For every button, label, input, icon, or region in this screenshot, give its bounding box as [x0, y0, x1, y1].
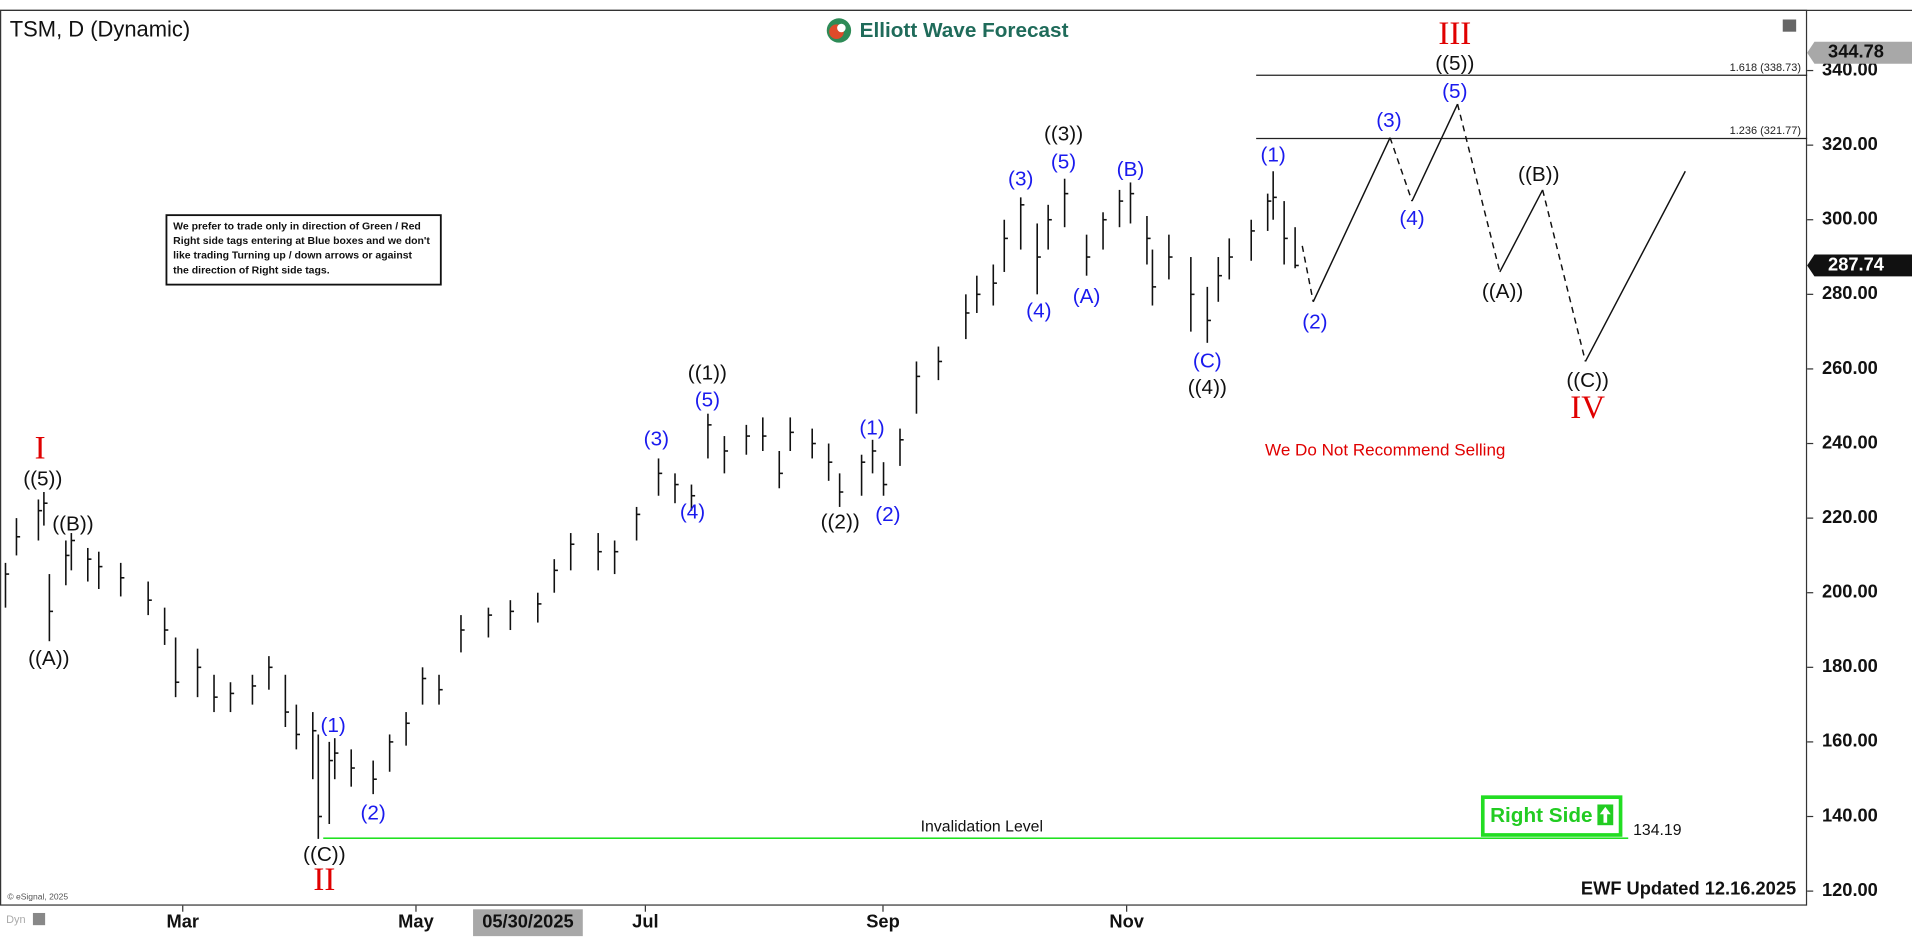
wave-degree: I: [35, 431, 46, 467]
fib-label: 1.618 (338.73): [1730, 62, 1801, 74]
wave-label: ((2)): [821, 510, 860, 533]
wave-label: (1): [320, 714, 345, 737]
right-side-text: Right Side: [1490, 804, 1592, 827]
projection-path: [1389, 137, 1413, 202]
invalidation-value: 134.19: [1633, 822, 1682, 839]
mode-icon[interactable]: [32, 912, 46, 926]
projection-path: [1301, 245, 1314, 302]
y-tick-label: 140.00: [1822, 804, 1878, 825]
brand-logo: Elliott Wave Forecast: [826, 18, 1069, 43]
high-price-tag: 344.78: [1828, 41, 1884, 62]
wave-label: (4): [1399, 207, 1424, 230]
wave-degree: IV: [1570, 390, 1605, 426]
wave-label: ((C)): [303, 843, 346, 866]
wave-label: (3): [1376, 109, 1401, 132]
wave-label: (2): [361, 802, 386, 825]
wave-label: (1): [859, 416, 884, 439]
wave-label: (2): [1302, 311, 1327, 334]
wave-label: (4): [680, 501, 705, 524]
high-price-tag-box: [1807, 41, 1912, 64]
note-frame: [165, 214, 442, 286]
wave-label: ((4)): [1188, 376, 1227, 399]
wave-label: (B): [1117, 158, 1145, 181]
wave-label: ((B)): [52, 513, 93, 536]
wave-label: (3): [1008, 168, 1033, 191]
wave-degree: III: [1438, 16, 1471, 52]
arrow-up: [1599, 806, 1611, 823]
wave-label: ((3)): [1044, 123, 1083, 146]
y-tick-label: 200.00: [1822, 581, 1878, 602]
x-tick-label: Sep: [866, 911, 900, 932]
last-price-tag: 287.74: [1828, 253, 1885, 274]
last-price-tag-box: [1807, 254, 1912, 277]
y-tick-label: 160.00: [1822, 730, 1878, 751]
projection-path: [1411, 103, 1459, 202]
x-tick-label: Jul: [632, 911, 658, 932]
x-tick-label: May: [398, 911, 434, 932]
projection-path: [1499, 189, 1544, 273]
projection-path: [1541, 189, 1587, 362]
y-tick-label: 120.00: [1822, 879, 1878, 900]
wave-label: ((A)): [28, 647, 69, 670]
wave-label: ((1)): [688, 362, 727, 385]
cursor-date-box: [473, 909, 583, 937]
wave-label: ((5)): [23, 468, 62, 491]
brand-name: Elliott Wave Forecast: [860, 19, 1069, 42]
window-icon[interactable]: [1782, 19, 1797, 32]
wave-label: (5): [695, 388, 720, 411]
wave-label: (2): [875, 503, 900, 526]
mode-label: Dyn: [6, 914, 26, 926]
note-box: We prefer to trade only in direction of …: [165, 214, 442, 286]
wave-degree: II: [313, 862, 335, 898]
y-tick-label: 260.00: [1822, 357, 1878, 378]
y-tick-label: 180.00: [1822, 655, 1878, 676]
note-line: the direction of Right side tags.: [173, 265, 330, 276]
wave-label: (A): [1073, 285, 1101, 308]
y-tick-label: 300.00: [1822, 208, 1878, 229]
note-line: We prefer to trade only in direction of …: [173, 221, 421, 232]
y-tick-label: 220.00: [1822, 506, 1878, 527]
y-tick-label: 240.00: [1822, 431, 1878, 452]
projection-path: [1456, 103, 1501, 273]
fib-label: 1.236 (321.77): [1730, 125, 1801, 137]
chart-title: TSM, D (Dynamic): [10, 16, 190, 41]
wave-label: (C): [1193, 349, 1222, 372]
right-side-tag: Right Side: [1480, 795, 1623, 837]
copyright: © eSignal, 2025: [7, 891, 68, 901]
cursor-date: 05/30/2025: [482, 911, 573, 932]
projection-path: [1312, 137, 1391, 303]
x-tick-label: Nov: [1109, 911, 1144, 932]
y-tick-label: 320.00: [1822, 133, 1878, 154]
wave-label: ((B)): [1518, 163, 1559, 186]
wave-label: (1): [1261, 143, 1286, 166]
y-tick-label: 280.00: [1822, 282, 1878, 303]
logo-icon: [837, 23, 846, 33]
note-line: like trading Turning up / down arrows or…: [173, 251, 412, 262]
wave-label: (4): [1026, 299, 1051, 322]
warning: We Do Not Recommend Selling: [1265, 440, 1505, 459]
note-line: Right side tags entering at Blue boxes a…: [173, 236, 430, 247]
projection-path: [1584, 170, 1686, 362]
wave-label: (5): [1051, 151, 1076, 174]
wave-label: (5): [1442, 80, 1467, 103]
wave-label: (3): [644, 427, 669, 450]
wave-label: ((5)): [1435, 52, 1474, 75]
invalidation-text: Invalidation Level: [921, 818, 1043, 835]
updated-stamp: EWF Updated 12.16.2025: [1581, 878, 1796, 899]
wave-label: ((C)): [1566, 369, 1609, 392]
wave-label: ((A)): [1482, 280, 1523, 303]
x-tick-label: Mar: [166, 911, 198, 932]
